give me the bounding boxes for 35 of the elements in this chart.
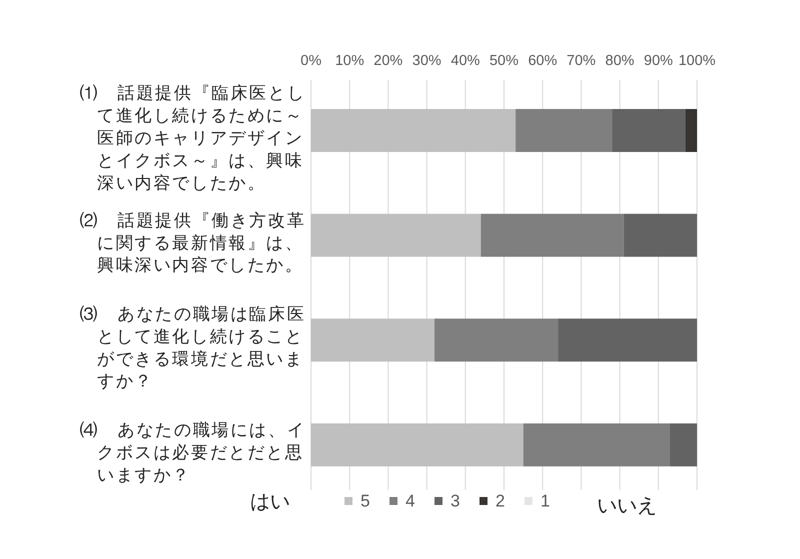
legend-label: 1	[540, 492, 550, 510]
x-tick-label: 80%	[605, 53, 634, 69]
x-tick-label: 10%	[335, 53, 364, 69]
bar	[311, 318, 435, 362]
legend-label: 2	[496, 492, 505, 510]
bar	[434, 318, 558, 362]
x-tick-label: 50%	[489, 53, 519, 69]
y-tick-label: ⑴ 話題提供『臨床医として進化し続けるために～医師のキャリアデザインとイクボス～』は、興味深い内容でしたか。	[80, 84, 306, 194]
bar	[558, 318, 697, 362]
x-tick-label: 0%	[300, 53, 322, 69]
legend-label: 5	[360, 492, 370, 510]
x-tick-label: 100%	[678, 53, 716, 69]
bar	[516, 109, 612, 152]
text: いいえ	[597, 493, 657, 517]
x-tick-label: 60%	[528, 53, 558, 69]
text: はい	[250, 489, 290, 513]
x-tick-label: 30%	[412, 53, 442, 69]
x-tick-label: 40%	[450, 53, 480, 69]
bar	[311, 423, 524, 466]
bar	[612, 109, 686, 152]
legend-label: 4	[406, 492, 415, 510]
y-tick-label: ⑷ あなたの職場には、イクボスは必要だとだと思いますか？	[80, 420, 306, 486]
legend-label: 3	[450, 492, 460, 510]
bar	[480, 214, 624, 257]
bar	[670, 423, 697, 466]
x-tick-label: 90%	[644, 53, 674, 69]
y-tick-label: ⑵ 話題提供『働き方改革に関する最新情報』は、興味深い内容でしたか。	[80, 210, 306, 276]
bar	[311, 214, 481, 257]
y-tick-label: ⑶ あなたの職場は臨床医として進化し続けることができる環境だと思いますか？	[80, 304, 306, 392]
bar	[311, 109, 516, 152]
bar	[685, 109, 697, 152]
bar	[624, 214, 697, 257]
bar	[523, 423, 670, 466]
x-tick-label: 70%	[566, 53, 596, 69]
x-tick-label: 20%	[374, 53, 403, 69]
